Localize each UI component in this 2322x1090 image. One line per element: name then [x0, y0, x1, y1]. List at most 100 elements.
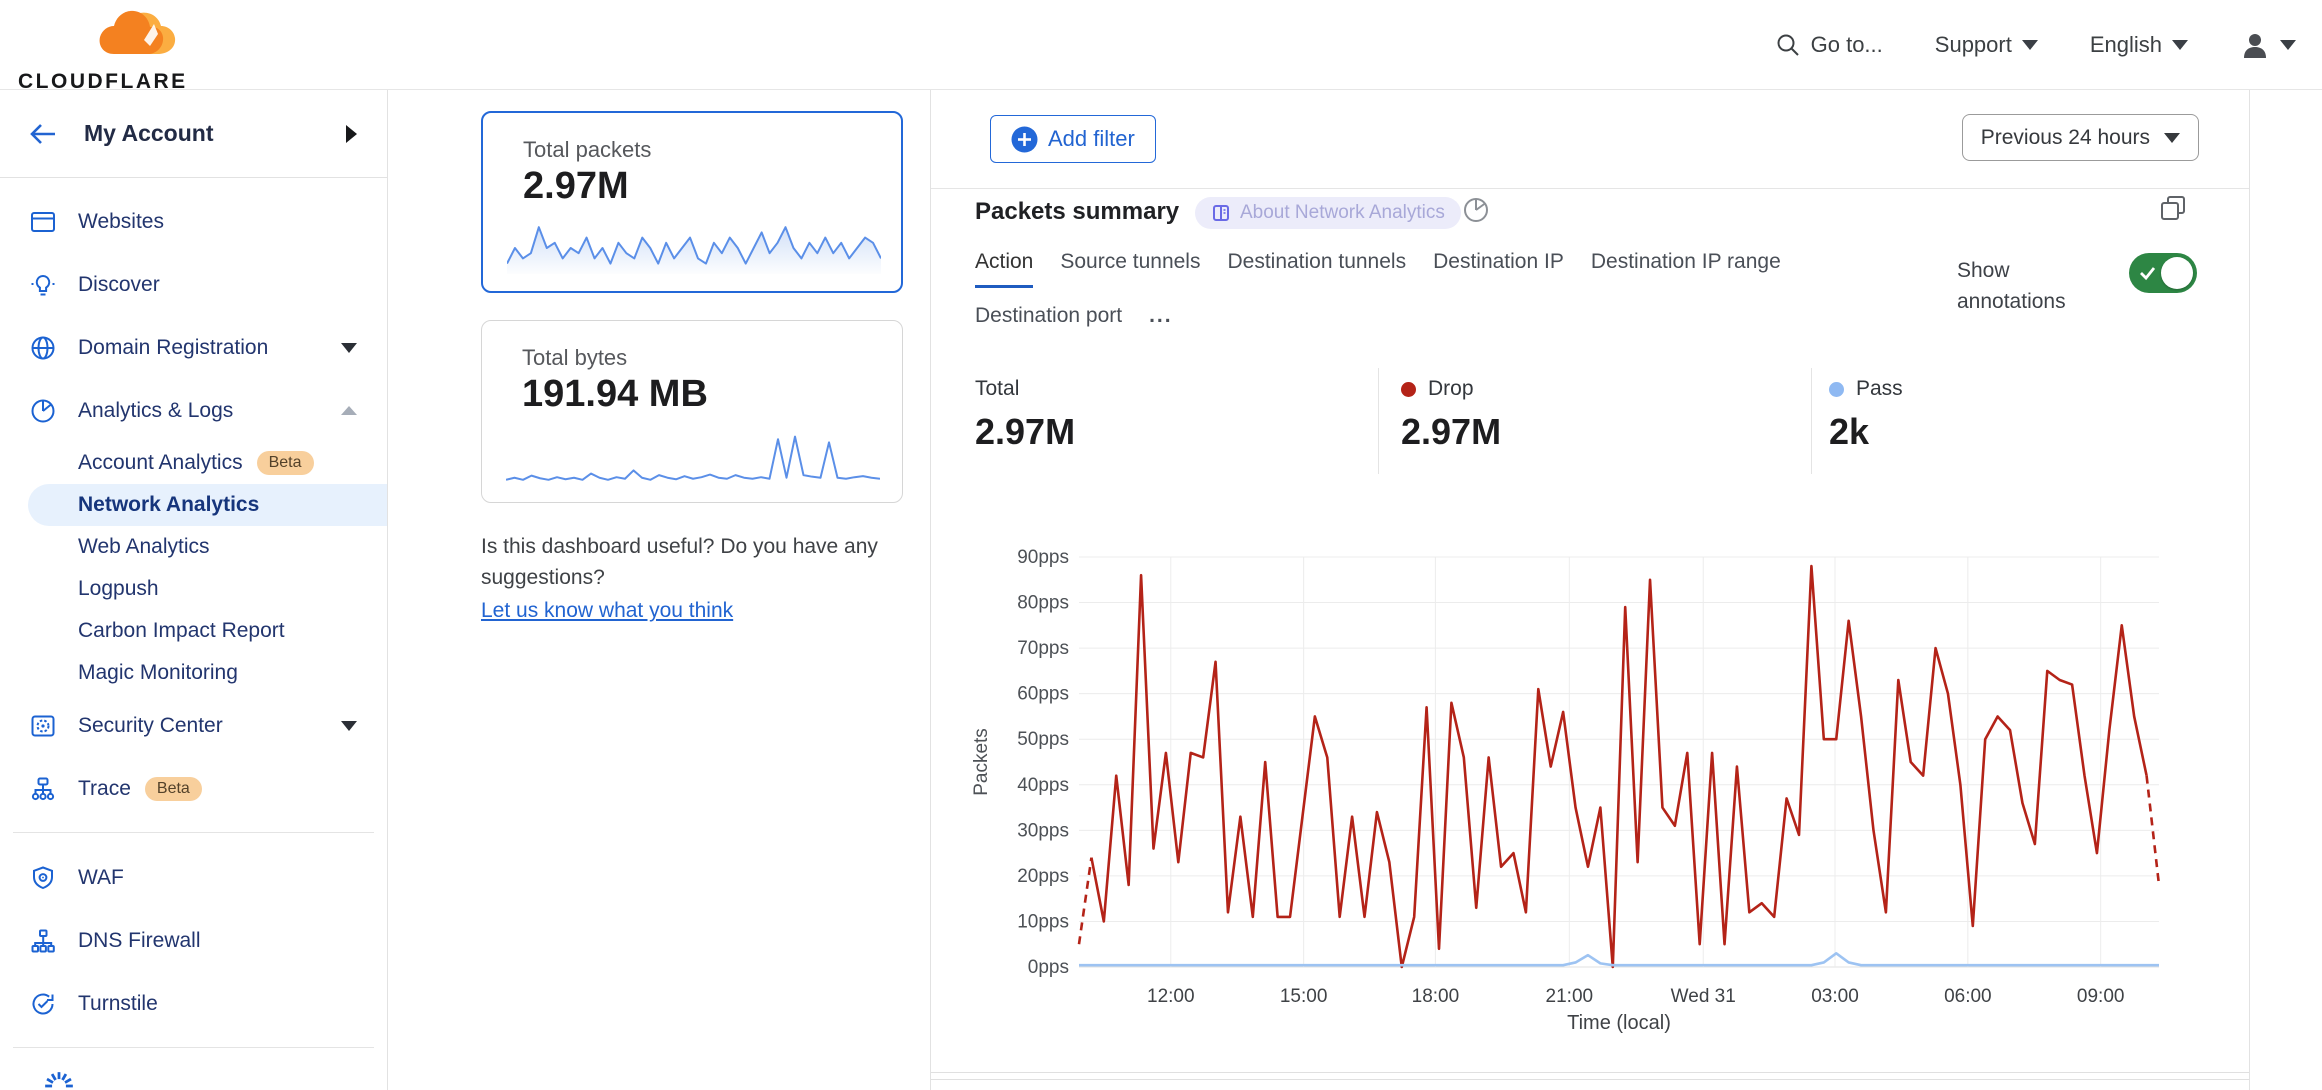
globe-icon [31, 336, 55, 359]
lightbulb-icon [31, 274, 55, 295]
add-filter-button[interactable]: Add filter [990, 115, 1156, 163]
sidebar-item-waf[interactable]: WAF [0, 846, 387, 909]
cloudflare-cloud-icon [99, 10, 176, 54]
sidebar-item-dns-firewall[interactable]: DNS Firewall [0, 909, 387, 972]
stat-label: Pass [1856, 377, 1903, 400]
svg-text:12:00: 12:00 [1147, 986, 1195, 1007]
svg-text:30pps: 30pps [1017, 820, 1069, 841]
sidebar-item-label: Logpush [78, 577, 159, 600]
language-menu[interactable]: English [2090, 32, 2188, 58]
packets-time-series-chart[interactable]: 0pps 10pps 20pps 30pps 40pps 50pps 60pps 70pps 8… [931, 530, 2251, 1090]
time-range-dropdown[interactable]: Previous 24 hours [1961, 114, 2199, 161]
support-label: Support [1934, 32, 2012, 57]
stat-value: 2.97M [1401, 411, 1502, 452]
goto-label: Go to... [1810, 32, 1883, 57]
tab-destination-ip-range[interactable]: Destination IP range [1590, 250, 1781, 273]
feedback-link[interactable]: Let us know what you think [481, 599, 734, 622]
total-bytes-sparkline [506, 435, 880, 481]
tabs-more-button[interactable]: ... [1149, 304, 1173, 327]
sidebar-item-label: Turnstile [78, 991, 158, 1015]
svg-text:06:00: 06:00 [1944, 986, 1992, 1007]
svg-text:21:00: 21:00 [1546, 986, 1594, 1007]
feedback-block: Is this dashboard useful? Do you have an… [481, 531, 921, 626]
network-icon [31, 929, 55, 952]
next-card-top-border [931, 1079, 2249, 1080]
refresh-check-icon [32, 993, 54, 1014]
sidebar-item-label: Account Analytics [78, 451, 243, 474]
about-badge-label: About Network Analytics [1240, 202, 1445, 223]
stat-label: Drop [1428, 377, 1474, 400]
chevron-right-icon[interactable] [346, 124, 357, 143]
sidebar-item-network-analytics[interactable]: Network Analytics [28, 484, 387, 526]
svg-text:10pps: 10pps [1017, 911, 1069, 932]
browser-icon [31, 211, 55, 232]
sidebar-item-magic-monitoring[interactable]: Magic Monitoring [0, 652, 387, 694]
starburst-icon [45, 1072, 73, 1088]
tab-destination-tunnels[interactable]: Destination tunnels [1227, 250, 1407, 273]
stat-divider [1378, 368, 1379, 474]
user-icon [2244, 34, 2266, 58]
sidebar-item-label: Analytics & Logs [78, 398, 234, 422]
sidebar-item-discover[interactable]: Discover [0, 253, 387, 316]
total-bytes-label: Total bytes [522, 345, 628, 370]
chevron-down-icon[interactable] [341, 342, 357, 353]
support-menu[interactable]: Support [1935, 32, 2038, 58]
drop-dot [1401, 381, 1416, 397]
sidebar-item-turnstile[interactable]: Turnstile [0, 972, 387, 1035]
goto-search[interactable]: Go to... [1775, 32, 1883, 58]
sidebar-divider [13, 832, 374, 833]
total-bytes-value: 191.94 MB [522, 373, 708, 415]
total-packets-card[interactable]: Total packets 2.97M [481, 111, 903, 293]
stat-total: Total 2.97M [975, 377, 1075, 453]
expand-panel-icon[interactable] [2159, 194, 2187, 227]
chevron-up-icon[interactable] [341, 406, 357, 415]
show-annotations-label: Show annotations [1957, 259, 2066, 313]
shield-gear-icon [33, 865, 53, 889]
svg-text:Wed 31: Wed 31 [1671, 986, 1736, 1007]
sidebar-item-label: Trace [78, 776, 131, 800]
tab-action[interactable]: Action [975, 250, 1034, 288]
account-title: My Account [84, 120, 214, 146]
plus-circle-icon [1011, 126, 1038, 152]
sidebar-item-trace[interactable]: Trace Beta [0, 757, 387, 820]
cloudflare-logo[interactable]: CLOUDFLARE [16, 8, 206, 93]
show-annotations-toggle[interactable] [2129, 253, 2197, 293]
sidebar-item-label: Websites [78, 209, 164, 233]
tab-source-tunnels[interactable]: Source tunnels [1060, 250, 1201, 273]
safe-icon [31, 715, 55, 736]
sidebar-item-analytics-logs[interactable]: Analytics & Logs [0, 379, 387, 442]
pie-chart-icon [31, 399, 55, 422]
sidebar-item-logpush[interactable]: Logpush [0, 568, 387, 610]
sidebar-item-account-analytics[interactable]: Account Analytics Beta [0, 442, 387, 484]
svg-text:70pps: 70pps [1017, 638, 1069, 659]
total-packets-label: Total packets [523, 137, 652, 162]
pie-chart-icon[interactable] [1461, 195, 1491, 230]
account-row[interactable]: My Account [0, 90, 387, 178]
sidebar-item-security-center[interactable]: Security Center [0, 694, 387, 757]
top-bar: CLOUDFLARE Go to... Support English [0, 0, 2322, 93]
user-menu[interactable] [2240, 30, 2296, 60]
sidebar-item-label: DNS Firewall [78, 928, 201, 952]
chevron-down-icon[interactable] [341, 720, 357, 731]
time-range-label: Previous 24 hours [1980, 125, 2150, 149]
add-filter-label: Add filter [1048, 126, 1135, 151]
sidebar-divider [13, 1047, 374, 1048]
sidebar-item-websites[interactable]: Websites [0, 190, 387, 253]
total-bytes-card[interactable]: Total bytes 191.94 MB [481, 320, 903, 503]
sidebar-item-domain-registration[interactable]: Domain Registration [0, 316, 387, 379]
sidebar-nav: Websites Discover Domain Registration Analy… [0, 178, 387, 1090]
about-network-analytics-badge[interactable]: About Network Analytics [1195, 197, 1461, 229]
sidebar-item-carbon-impact-report[interactable]: Carbon Impact Report [0, 610, 387, 652]
sidebar-item-label: Domain Registration [78, 335, 269, 359]
svg-text:40pps: 40pps [1017, 775, 1069, 796]
toolbar-divider [931, 188, 2249, 189]
sidebar-item-web-analytics[interactable]: Web Analytics [0, 526, 387, 568]
check-icon [2140, 267, 2156, 281]
svg-text:80pps: 80pps [1017, 593, 1069, 614]
tab-destination-ip[interactable]: Destination IP [1433, 250, 1564, 273]
sidebar-item-label: Discover [78, 272, 160, 296]
back-arrow-icon[interactable] [28, 121, 58, 147]
sidebar-item-partial[interactable] [0, 1061, 387, 1090]
book-icon [1213, 205, 1229, 221]
tab-destination-port[interactable]: Destination port [975, 304, 1123, 327]
